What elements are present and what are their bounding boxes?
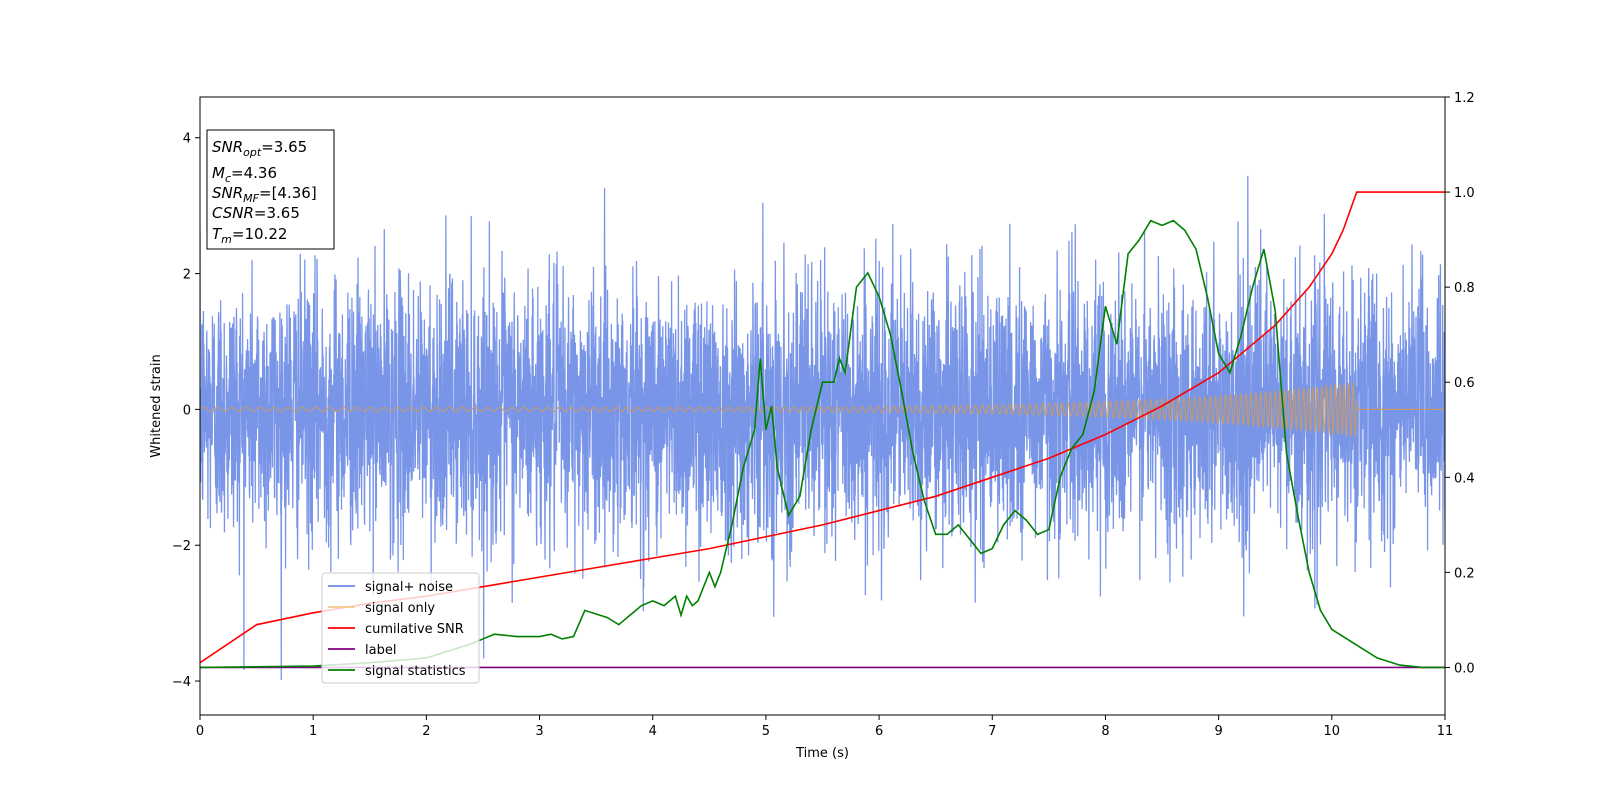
x-tick-label: 8: [1101, 724, 1109, 739]
info-csnr: CSNR=3.65: [212, 204, 300, 222]
info-box-frame: [206, 129, 335, 250]
y-right-tick-label: 1.0: [1454, 186, 1475, 201]
info-snr-mf: SNRMF=[4.36]: [212, 184, 317, 205]
info-tm: Tm=10.22: [212, 225, 287, 246]
y-right-tick-label: 0.8: [1454, 281, 1475, 296]
legend-signal-only: signal only: [365, 601, 435, 616]
y-left-tick-label: 0: [183, 403, 191, 418]
y-right-tick-label: 0.2: [1454, 566, 1475, 581]
y-left-tick-label: −2: [172, 539, 191, 554]
info-mc: Mc=4.36: [212, 164, 277, 185]
info-snr-opt: SNRopt=3.65: [212, 138, 307, 159]
x-tick-label: 11: [1437, 724, 1454, 739]
x-tick-label: 5: [762, 724, 770, 739]
y-right-tick-label: 0.4: [1454, 471, 1475, 486]
x-tick-label: 2: [422, 724, 430, 739]
legend-signal-statistics: signal statistics: [365, 664, 466, 679]
series-signal-only: [200, 382, 1445, 439]
legend-cumulative-snr: cumilative SNR: [365, 622, 464, 637]
legend-signal-noise: signal+ noise: [365, 580, 453, 595]
y-axis-label: Whitened strain: [149, 354, 164, 457]
y-right-tick-label: 1.2: [1454, 91, 1475, 106]
x-tick-label: 10: [1324, 724, 1341, 739]
legend-frame: [321, 572, 480, 684]
y-left-tick-label: −4: [172, 675, 191, 690]
x-tick-label: 6: [875, 724, 883, 739]
x-axis-label: Time (s): [795, 746, 849, 761]
y-left-tick-label: 2: [183, 268, 191, 283]
legend: signal+ noise signal only cumilative SNR la…: [321, 572, 480, 684]
series-signal-noise: [200, 175, 1445, 680]
x-tick-label: 1: [309, 724, 317, 739]
series-signal-statistics: [200, 219, 1445, 669]
y-left-tick-label: 4: [183, 132, 191, 147]
x-tick-label: 0: [196, 724, 204, 739]
x-tick-label: 4: [649, 724, 657, 739]
x-tick-label: 3: [535, 724, 543, 739]
y-right-tick-label: 0.6: [1454, 376, 1475, 391]
x-tick-label: 7: [988, 724, 996, 739]
axes-frame: [199, 96, 1446, 716]
legend-label: label: [365, 643, 396, 658]
axes: 0 1 2 3 4 5 6 7 8 9 10 11 −4 −2 0 2 4 0.0 0.2 0.4 0.6 0.8 1.0 1…: [149, 91, 1475, 761]
x-tick-label: 9: [1214, 724, 1222, 739]
y-right-tick-label: 0.0: [1454, 661, 1475, 676]
